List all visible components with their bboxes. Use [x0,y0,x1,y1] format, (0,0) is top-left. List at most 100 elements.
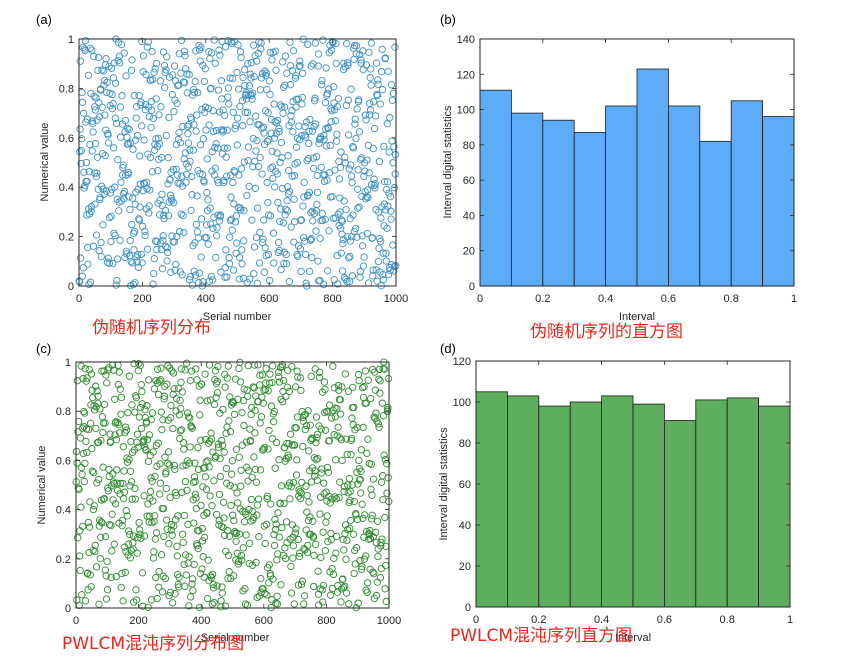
scatter-point [346,237,355,245]
scatter-point [368,491,376,499]
scatter-point [299,442,307,451]
scatter-point [374,552,382,561]
scatter-point [282,205,290,213]
scatter-point [301,122,309,131]
scatter-point [155,111,163,119]
scatter-point [190,473,199,481]
scatter-point [147,474,155,482]
scatter-point [342,101,351,110]
scatter-point [176,138,185,147]
scatter-point [181,79,189,87]
scatter-point [150,385,159,393]
scatter-point [375,423,383,432]
scatter-point [277,138,286,147]
scatter-point [341,370,349,378]
scatter-point [303,508,311,516]
scatter-point [154,390,163,399]
scatter-point [302,133,310,141]
scatter-point [191,77,199,86]
scatter-point [305,267,314,276]
scatter-point [237,165,246,173]
scatter-point [207,272,215,281]
scatter-point [202,485,211,493]
scatter-point [275,378,284,386]
scatter-point [317,553,325,562]
scatter-point [123,133,131,141]
scatter-point [152,573,160,582]
scatter-point [282,260,291,268]
scatter-point [387,207,395,215]
scatter-point [229,178,237,187]
x-axis-label-a: Serial number [203,311,272,323]
scatter-point [177,404,185,413]
scatter-point [232,537,240,545]
scatter-point [168,599,177,607]
histogram-bar [664,420,697,608]
scatter-point [204,556,212,564]
scatter-point [110,144,118,152]
scatter-point [220,176,228,185]
scatter-point [221,43,230,51]
scatter-point [112,436,121,444]
scatter-point [145,431,154,439]
scatter-point [223,423,231,431]
scatter-point [173,542,181,551]
scatter-point [120,488,129,496]
scatter-point [336,163,345,172]
scatter-point [283,383,292,391]
scatter-point [384,67,392,75]
scatter-point [138,569,147,577]
scatter-point [167,401,175,410]
scatter-point [330,384,339,392]
x-tick-label: 800 [323,293,341,305]
scatter-point [212,452,220,461]
scatter-point [173,232,181,241]
scatter-point [185,459,194,467]
scatter-point [120,495,128,503]
scatter-point [343,278,351,286]
scatter-point [344,59,352,67]
scatter-point [352,134,360,143]
scatter-point [280,103,289,111]
scatter-point [96,533,105,541]
scatter-point [94,53,103,62]
scatter-point [356,557,364,565]
scatter-point [303,192,312,200]
scatter-point [163,525,171,533]
scatter-point [157,376,165,384]
scatter-point [166,588,175,597]
scatter-point [376,389,384,397]
scatter-point [297,267,305,276]
scatter-point [162,484,170,493]
scatter-point [347,85,355,93]
scatter-point [119,163,127,172]
scatter-point [93,153,102,161]
scatter-point [108,510,116,518]
scatter-point [171,266,179,274]
scatter-point [340,274,349,282]
histogram-bar [695,399,728,608]
scatter-point [91,541,99,550]
scatter-point [276,158,284,167]
scatter-point [207,84,215,93]
scatter-point [343,536,351,545]
scatter-point [349,142,357,151]
scatter-point [226,233,234,241]
scatter-point [213,389,222,397]
x-tick-label: 600 [260,293,278,305]
scatter-point [247,59,255,67]
scatter-point [176,396,184,405]
scatter-point [143,43,151,51]
scatter-point [101,111,109,119]
scatter-point [147,98,156,106]
scatter-point [351,224,360,233]
scatter-point [384,474,392,482]
scatter-point [159,48,168,56]
scatter-point [350,497,359,506]
scatter-point [312,439,320,447]
scatter-point [229,266,238,274]
scatter-point [184,559,192,567]
scatter-point [130,227,139,235]
y-tick-label: 40 [459,520,471,532]
scatter-point [228,74,237,83]
